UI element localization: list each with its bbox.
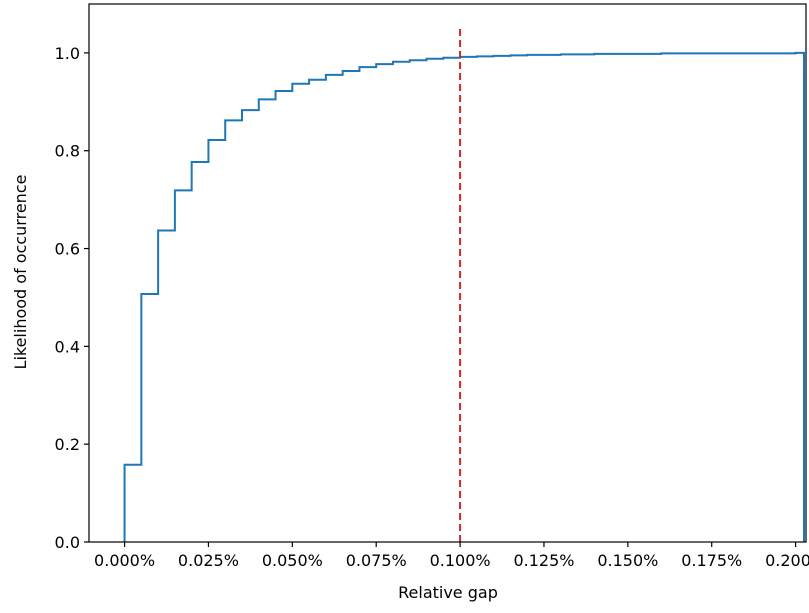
x-tick-label: 0.200% — [765, 551, 809, 570]
x-tick-label: 0.025% — [178, 551, 239, 570]
x-tick-label: 0.075% — [346, 551, 407, 570]
y-axis-label: Likelihood of occurrence — [11, 175, 30, 370]
x-tick-label: 0.050% — [262, 551, 323, 570]
y-tick-label: 0.0 — [55, 533, 80, 552]
axes-frame — [88, 3, 807, 543]
y-tick-label: 0.4 — [55, 337, 80, 356]
x-tick-label: 0.100% — [430, 551, 491, 570]
x-tick-label: 0.150% — [597, 551, 658, 570]
x-tick-label: 0.175% — [681, 551, 742, 570]
axes: 0.000% 0.025% 0.050% 0.075% 0.100% 0.125% 0.15… — [55, 3, 809, 570]
x-tick-label: 0.000% — [94, 551, 155, 570]
y-tick-label: 0.8 — [55, 142, 80, 161]
x-tick-label: 0.125% — [513, 551, 574, 570]
y-tick-label: 1.0 — [55, 44, 80, 63]
plot-area — [123, 28, 805, 542]
y-tick-label: 0.2 — [55, 435, 80, 454]
x-axis-label: Relative gap — [398, 583, 498, 602]
series-step-line-0 — [123, 51, 805, 542]
y-tick-label: 0.6 — [55, 240, 80, 259]
